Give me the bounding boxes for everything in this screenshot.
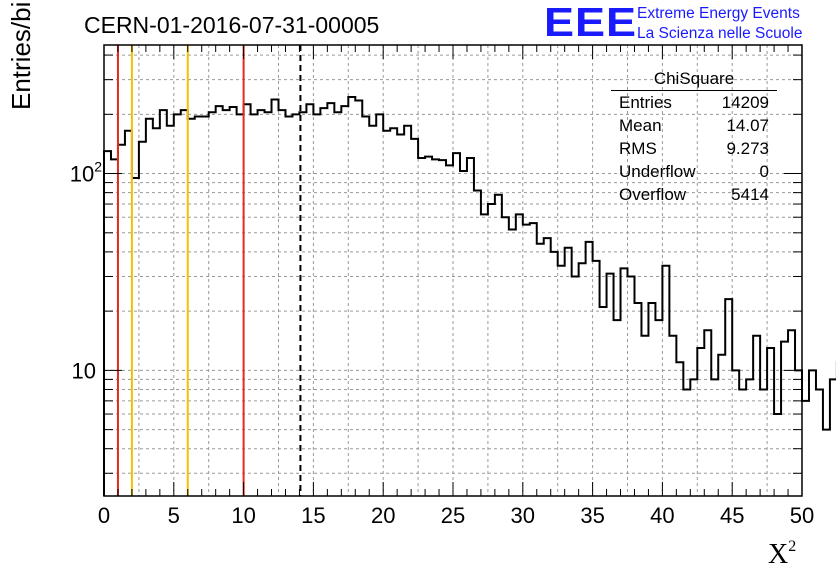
stats-row: Underflow 0 <box>619 162 769 181</box>
chart-title: CERN-01-2016-07-31-00005 <box>84 12 380 38</box>
x-tick-label: 10 <box>231 503 255 528</box>
x-tick-label: 25 <box>441 503 465 528</box>
stats-box: ChiSquare Entries 14209 Mean 14.07 RMS 9.27… <box>611 68 777 206</box>
x-tick-label: 20 <box>371 503 395 528</box>
stats-header: ChiSquare <box>611 68 777 91</box>
x-tick-label: 15 <box>301 503 325 528</box>
stats-row: Overflow 5414 <box>619 185 769 204</box>
eee-logo: EEE <box>544 0 638 46</box>
stats-row: RMS 9.273 <box>619 139 769 158</box>
x-tick-label: 5 <box>168 503 180 528</box>
stats-row: Mean 14.07 <box>619 116 769 135</box>
stats-row: Entries 14209 <box>619 93 769 112</box>
y-tick-label: 10 <box>72 358 96 383</box>
x-tick-label: 45 <box>720 503 744 528</box>
x-tick-label: 40 <box>650 503 674 528</box>
x-tick-label: 50 <box>790 503 814 528</box>
x-tick-label: 35 <box>580 503 604 528</box>
x-tick-label: 0 <box>98 503 110 528</box>
logo-caption: Extreme Energy Events La Scienza nelle S… <box>637 4 802 44</box>
logo-line-2: La Scienza nelle Scuole <box>637 25 803 42</box>
logo-line-1: Extreme Energy Events <box>637 5 800 22</box>
histogram-series <box>103 95 836 496</box>
x-axis-label: X2 <box>768 538 797 570</box>
x-tick-label: 30 <box>511 503 535 528</box>
y-tick-label: 102 <box>70 159 102 187</box>
